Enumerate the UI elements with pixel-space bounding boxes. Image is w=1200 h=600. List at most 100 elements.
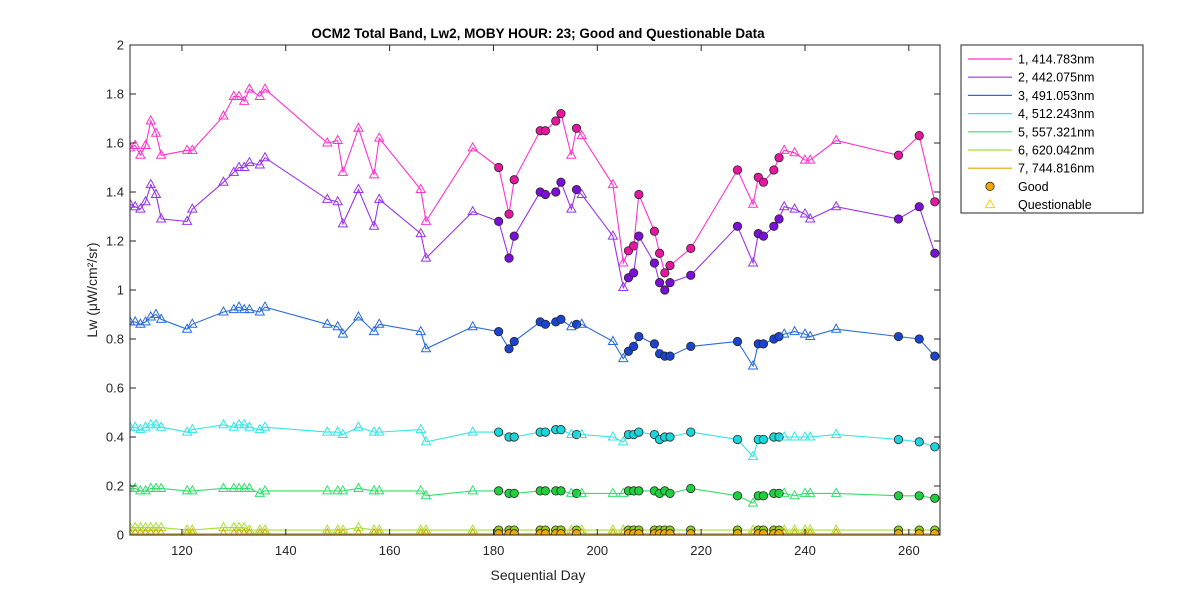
x-tick-label: 200 xyxy=(586,543,608,558)
questionable-point xyxy=(416,527,425,535)
questionable-point xyxy=(804,154,816,164)
questionable-point xyxy=(238,418,250,429)
questionable-point xyxy=(830,200,842,211)
good-point xyxy=(758,434,769,445)
y-tick-label: 1.2 xyxy=(106,234,124,249)
questionable-point xyxy=(145,482,157,492)
questionable-point xyxy=(151,527,161,535)
questionable-point xyxy=(607,335,619,345)
questionable-point xyxy=(369,527,379,535)
good-point xyxy=(930,493,940,503)
questionable-point xyxy=(467,141,479,152)
questionable-point xyxy=(420,252,432,262)
good-point xyxy=(769,165,779,175)
good-point xyxy=(571,429,582,440)
questionable-point xyxy=(145,178,157,189)
good-point xyxy=(629,268,639,278)
questionable-point xyxy=(254,90,266,100)
good-point xyxy=(686,483,696,494)
good-point xyxy=(509,488,519,498)
questionable-point xyxy=(244,83,255,93)
questionable-point xyxy=(145,310,157,321)
good-point xyxy=(556,109,566,119)
good-point xyxy=(509,231,519,241)
questionable-point xyxy=(804,524,816,534)
questionable-point xyxy=(218,176,229,186)
good-point xyxy=(556,177,566,187)
series-4 xyxy=(130,418,940,461)
questionable-point xyxy=(140,195,151,206)
good-point xyxy=(665,351,675,361)
questionable-point xyxy=(186,318,198,328)
questionable-point xyxy=(789,524,800,534)
questionable-point xyxy=(254,306,266,316)
questionable-point xyxy=(155,521,167,532)
questionable-point xyxy=(337,428,349,439)
questionable-point xyxy=(244,482,255,492)
good-point xyxy=(665,278,675,288)
questionable-point xyxy=(617,352,629,363)
questionable-point xyxy=(245,527,254,535)
questionable-point xyxy=(420,215,432,225)
chart-title: OCM2 Total Band, Lw2, MOBY HOUR: 23; Goo… xyxy=(311,26,765,41)
questionable-point xyxy=(259,524,271,534)
good-point xyxy=(540,427,550,437)
questionable-point xyxy=(373,193,385,203)
y-tick-label: 2 xyxy=(117,38,124,53)
good-point xyxy=(494,427,504,437)
questionable-point xyxy=(468,527,477,535)
questionable-point xyxy=(747,198,759,208)
good-point xyxy=(634,427,644,437)
good-point xyxy=(634,331,644,342)
good-point xyxy=(494,529,504,535)
questionable-point xyxy=(830,487,842,497)
good-point xyxy=(494,327,504,337)
good-point xyxy=(893,150,904,160)
questionable-point xyxy=(181,215,193,225)
questionable-point xyxy=(830,323,842,333)
questionable-point xyxy=(155,421,167,431)
good-point xyxy=(509,432,519,442)
good-point xyxy=(571,488,582,498)
questionable-point xyxy=(321,136,333,147)
questionable-point xyxy=(353,122,364,132)
y-tick-label: 1.6 xyxy=(106,136,124,151)
questionable-point xyxy=(183,527,192,535)
good-point xyxy=(665,488,675,498)
questionable-point xyxy=(321,193,333,203)
questionable-point xyxy=(368,524,380,534)
legend-entry-label: 1, 414.783nm xyxy=(1018,53,1094,67)
questionable-point xyxy=(145,114,157,125)
questionable-point xyxy=(150,418,162,429)
questionable-point xyxy=(607,487,619,497)
questionable-point xyxy=(155,482,167,492)
good-point xyxy=(629,341,639,351)
plot-area xyxy=(130,45,940,535)
questionable-point xyxy=(337,217,349,228)
series-2 xyxy=(130,151,940,295)
x-tick-label: 140 xyxy=(275,543,297,558)
questionable-point xyxy=(130,200,141,211)
questionable-point xyxy=(254,159,266,169)
y-axis-label: Lw (μW/cm²/sr) xyxy=(84,242,100,337)
questionable-point xyxy=(332,320,344,331)
questionable-point xyxy=(617,281,629,292)
x-tick-label: 180 xyxy=(483,543,505,558)
questionable-point xyxy=(832,527,841,535)
legend-marker-good xyxy=(985,181,995,191)
good-point xyxy=(551,116,561,126)
good-point xyxy=(930,197,940,207)
x-axis-label: Sequential Day xyxy=(491,567,586,583)
good-point xyxy=(649,258,660,268)
questionable-point xyxy=(130,527,135,535)
legend-entry-label: 2, 442.075nm xyxy=(1018,71,1094,85)
good-point xyxy=(686,427,696,437)
questionable-point xyxy=(238,521,250,532)
good-point xyxy=(540,189,550,200)
questionable-point xyxy=(789,146,800,157)
good-point xyxy=(732,165,743,175)
questionable-point xyxy=(186,203,198,213)
good-point xyxy=(540,486,550,496)
questionable-point xyxy=(259,484,271,495)
